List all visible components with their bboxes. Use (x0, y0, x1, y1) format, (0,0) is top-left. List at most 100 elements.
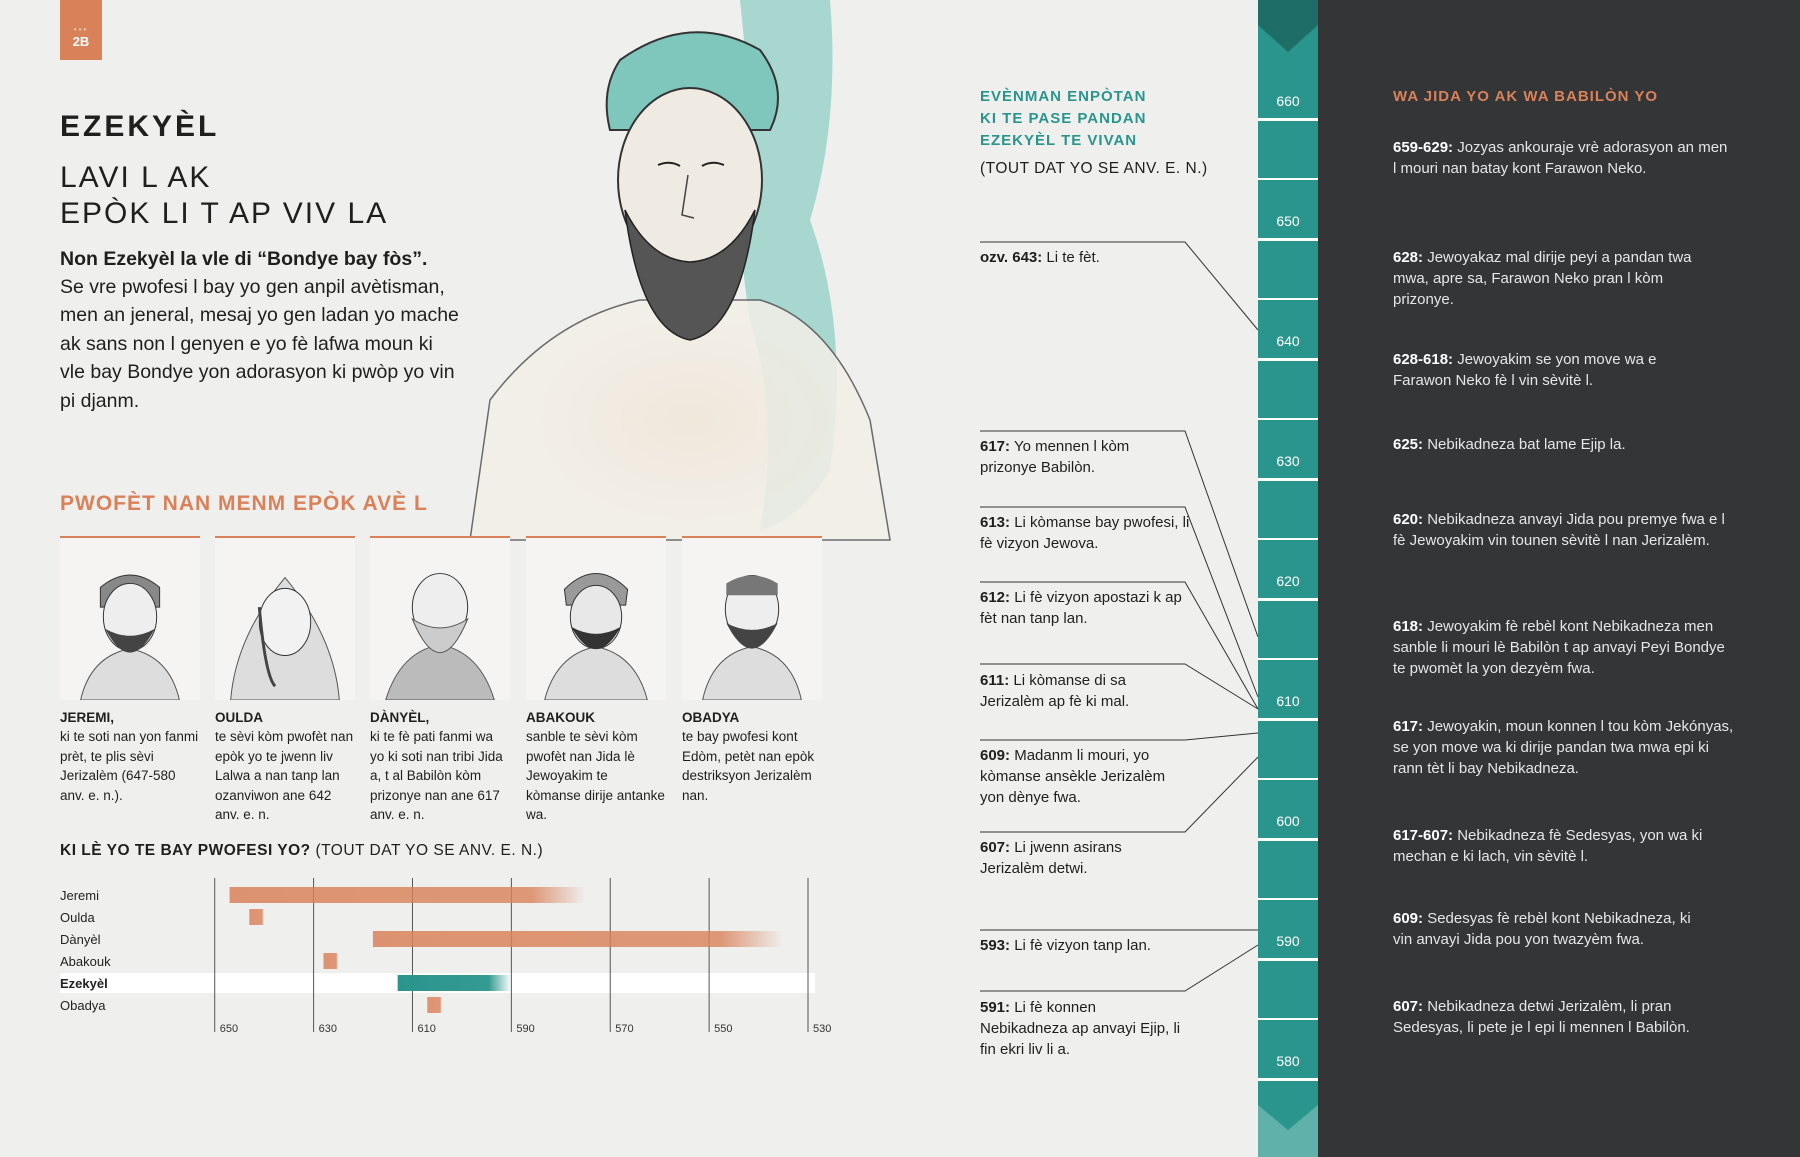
chart-bar-jeremi (229, 887, 586, 903)
prophecy-chart-title-note: (TOUT DAT YO SE ANV. E. N.) (310, 842, 544, 859)
page-tag: ••• 2B (60, 0, 102, 60)
prophecy-chart-title-bold: KI LÈ YO TE BAY PWOFESI YO? (60, 842, 311, 859)
event-date: 628-618: (1393, 351, 1454, 368)
kings-panel (1318, 0, 1800, 1157)
prophet-name: ABAKOUK (526, 710, 595, 725)
kings-event: 620: Nebikadneza anvayi Jida pou premye … (1393, 509, 1738, 551)
chart-bar-oulda (249, 909, 265, 925)
kings-event: 617-607: Nebikadneza fè Sedesyas, yon wa… (1393, 825, 1713, 867)
event-date: 618: (1393, 618, 1424, 635)
ezekiel-event: 607: Li jwenn asirans Jerizalèm detwi. (980, 837, 1155, 879)
timeline-tick-label: 630 (1276, 453, 1300, 469)
timeline-tick-label: 660 (1276, 93, 1300, 109)
chart-tick-label: 590 (516, 1023, 534, 1035)
chart-category-label: Obadya (60, 998, 106, 1013)
page-title: EZEKYÈL (60, 110, 220, 143)
chart-category-label: Jeremi (60, 888, 99, 903)
timeline-tick-label: 580 (1276, 1053, 1300, 1069)
event-text: Li te fèt. (1046, 249, 1100, 266)
event-date: 628: (1393, 249, 1424, 266)
kings-event: 607: Nebikadneza detwi Jerizalèm, li pra… (1393, 996, 1738, 1038)
event-date: 617-607: (1393, 827, 1454, 844)
prophet-card-abakouk: ABAKOUK sanble te sèvi kòm pwofèt nan Ji… (526, 536, 666, 825)
kings-event: 628-618: Jewoyakim se yon move wa e Fara… (1393, 349, 1683, 391)
prophet-name: OBADYA (682, 710, 740, 725)
prophet-description: sanble te sèvi kòm pwofèt nan Jida lè Je… (526, 729, 665, 822)
prophet-card-jeremi: JEREMI, ki te soti nan yon fanmi prèt, t… (60, 536, 200, 805)
chart-bar-abakouk (323, 953, 339, 969)
event-date: 659-629: (1393, 139, 1454, 156)
chart-tick-label: 650 (220, 1023, 238, 1035)
events-heading: EVÈNMAN ENPÒTAN KI TE PASE PANDAN EZEKYÈ… (980, 86, 1180, 152)
ezekiel-event: 612: Li fè vizyon apostazi k ap fèt nan … (980, 587, 1185, 629)
kings-event: 625: Nebikadneza bat lame Ejip la. (1393, 434, 1733, 455)
event-text: Sedesyas fè rebèl kont Nebikadneza, ki v… (1393, 910, 1691, 948)
timeline-tick-label: 590 (1276, 933, 1300, 949)
prophet-card-obadya: OBADYA te bay pwofesi kont Edòm, petèt n… (682, 536, 822, 805)
event-text: Nebikadneza bat lame Ejip la. (1427, 436, 1626, 453)
event-text: Li fè vizyon tanp lan. (1014, 937, 1151, 954)
intro-body: Se vre pwofesi l bay yo gen anpil avètis… (60, 276, 459, 412)
events-heading-line: EZEKYÈL TE VIVAN (980, 132, 1138, 149)
event-text: Li kòmanse bay pwofesi, li fè vizyon Jew… (980, 514, 1190, 552)
event-date: 607: (1393, 998, 1424, 1015)
event-date: 591: (980, 999, 1011, 1016)
event-text: Li kòmanse di sa Jerizalèm ap fè ki mal. (980, 672, 1130, 710)
event-text: Jewoyakim fè rebèl kont Nebikadneza men … (1393, 618, 1725, 677)
timeline-bar-graphics (1258, 0, 1318, 1157)
ezekiel-event: 593: Li fè vizyon tanp lan. (980, 935, 1190, 956)
kings-event: 617: Jewoyakin, moun konnen l tou kòm Je… (1393, 716, 1738, 779)
prophet-name: JEREMI, (60, 710, 115, 725)
event-date: 617: (980, 438, 1011, 455)
timeline-tick-label: 600 (1276, 813, 1300, 829)
ezekiel-event: 613: Li kòmanse bay pwofesi, li fè vizyo… (980, 512, 1190, 554)
prophets-heading: PWOFÈT NAN MENM EPÒK AVÈ L (60, 492, 428, 515)
kings-heading: WA JIDA YO AK WA BABILÒN YO (1393, 88, 1659, 105)
prophet-name: DÀNYÈL, (370, 710, 430, 725)
chart-category-label: Abakouk (60, 954, 111, 969)
event-text: Nebikadneza anvayi Jida pou premye fwa e… (1393, 511, 1725, 549)
event-text: Jozyas ankouraje vrè adorasyon an men l … (1393, 139, 1728, 177)
ezekiel-event: 617: Yo mennen l kòm prizonye Babilòn. (980, 436, 1155, 478)
timeline-bar (1258, 0, 1318, 1157)
prophet-portrait (60, 536, 200, 701)
chart-tick-label: 550 (714, 1023, 732, 1035)
event-text: Yo mennen l kòm prizonye Babilòn. (980, 438, 1130, 476)
page-tag-dots: ••• (73, 25, 89, 34)
event-date: 609: (980, 747, 1011, 764)
prophet-portrait (215, 536, 355, 701)
ezekiel-event: 611: Li kòmanse di sa Jerizalèm ap fè ki… (980, 670, 1160, 712)
chart-tick-label: 570 (615, 1023, 633, 1035)
subtitle-line-2: EPÒK LI T AP VIV LA (60, 197, 389, 230)
prophet-portrait (370, 536, 510, 701)
prophet-portrait (526, 536, 666, 701)
timeline-tick-label: 610 (1276, 693, 1300, 709)
page-subtitle: LAVI L AK EPÒK LI T AP VIV LA (60, 160, 500, 232)
event-text: Nebikadneza fè Sedesyas, yon wa ki mecha… (1393, 827, 1703, 865)
event-date: 607: (980, 839, 1011, 856)
chart-tick-label: 530 (813, 1023, 831, 1035)
event-date: ozv. 643: (980, 249, 1043, 266)
events-heading-line: EVÈNMAN ENPÒTAN (980, 88, 1147, 105)
events-dates-note: (TOUT DAT YO SE ANV. E. N.) (980, 160, 1208, 177)
chart-category-label: Ezekyèl (60, 976, 108, 991)
chart-tick-label: 610 (417, 1023, 435, 1035)
event-date: 609: (1393, 910, 1424, 927)
event-text: Nebikadneza detwi Jerizalèm, li pran Sed… (1393, 998, 1690, 1036)
event-date: 613: (980, 514, 1011, 531)
event-text: Madanm li mouri, yo kòmanse ansèkle Jeri… (980, 747, 1166, 806)
timeline-tick-label: 620 (1276, 573, 1300, 589)
event-date: 612: (980, 589, 1011, 606)
event-date: 593: (980, 937, 1011, 954)
ezekiel-portrait-illustration (469, 0, 891, 541)
chart-category-label: Oulda (60, 910, 95, 925)
event-text: Li fè konnen Nebikadneza ap anvayi Ejip,… (980, 999, 1181, 1058)
chart-bar-dànyèl (372, 931, 784, 947)
kings-event: 618: Jewoyakim fè rebèl kont Nebikadneza… (1393, 616, 1738, 679)
event-text: Jewoyakin, moun konnen l tou kòm Jekónya… (1393, 718, 1734, 777)
events-heading-line: KI TE PASE PANDAN (980, 110, 1147, 127)
chart-bar-obadya (427, 997, 443, 1013)
event-text: Jewoyakaz mal dirije peyi a pandan twa m… (1393, 249, 1692, 308)
prophet-description: ki te soti nan yon fanmi prèt, te plis s… (60, 729, 199, 803)
prophet-card-danyel: DÀNYÈL, ki te fè pati fanmi wa yo ki sot… (370, 536, 510, 825)
